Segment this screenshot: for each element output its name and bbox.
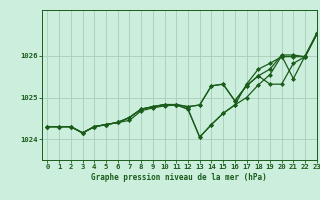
X-axis label: Graphe pression niveau de la mer (hPa): Graphe pression niveau de la mer (hPa) <box>91 173 267 182</box>
